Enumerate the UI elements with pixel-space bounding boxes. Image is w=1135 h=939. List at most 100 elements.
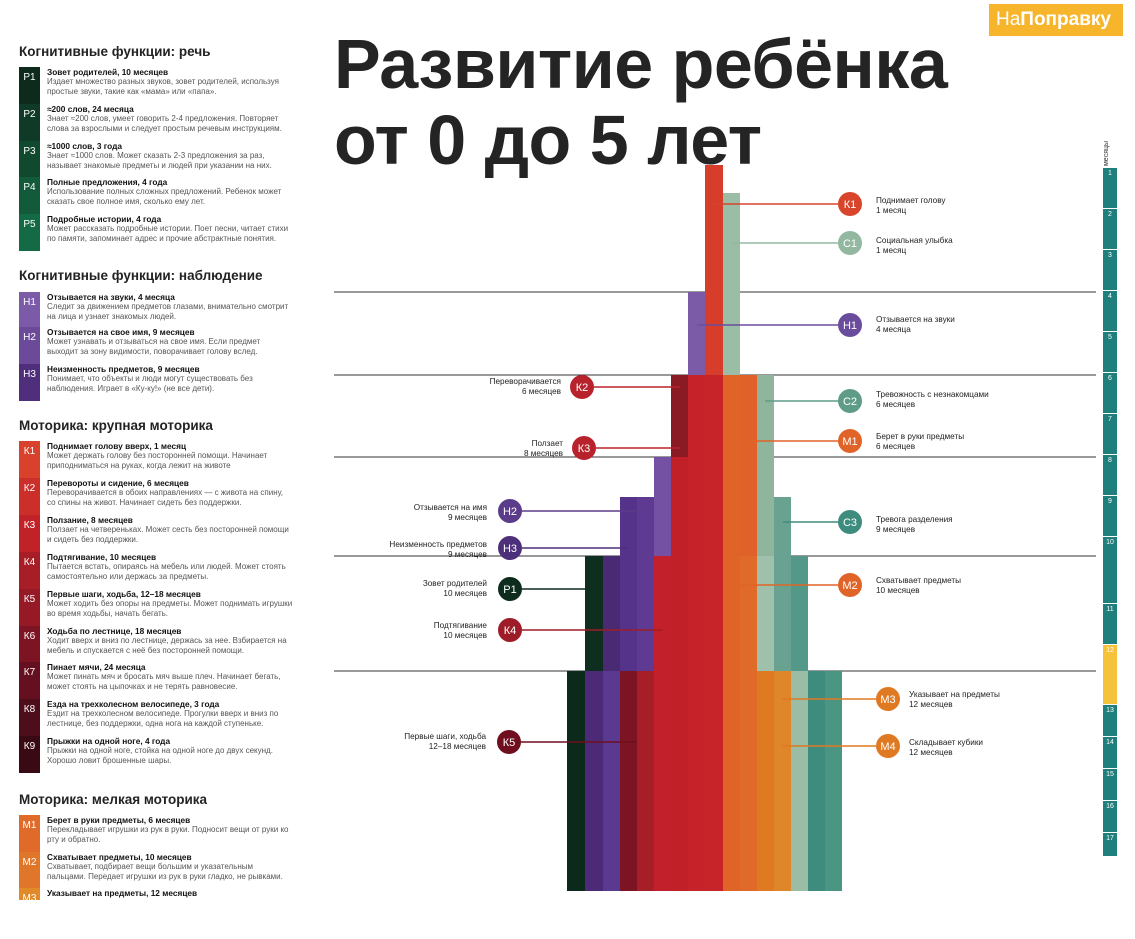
legend-item-code: К1: [23, 446, 36, 457]
legend-color-bar: [19, 589, 40, 626]
legend-item-description: Может пинать мяч и бросать мяч выше плеч…: [47, 672, 281, 691]
legend-item-title: Полные предложения, 4 года: [47, 177, 168, 187]
milestone-marker: [876, 734, 900, 758]
legend-item: Н1 Отзывается на звуки, 4 месяца Следит за…: [0, 292, 300, 328]
milestone-marker: [498, 618, 522, 642]
column-band: [585, 671, 603, 891]
scale-label: месяцы: [1103, 140, 1110, 166]
milestone-label: Складывает кубики 12 месяцев: [909, 738, 983, 758]
legend-item: К3 Ползание, 8 месяцев Ползает на четверен…: [0, 515, 300, 551]
legend-item-title: ≈1000 слов, 3 года: [47, 141, 122, 151]
milestone-code: М1: [842, 436, 857, 448]
milestone-marker: [497, 730, 521, 754]
legend-item-code: К5: [23, 594, 36, 605]
legend-item: К6 Ходьба по лестнице, 18 месяцев Ходит вв…: [0, 626, 300, 662]
legend-color-bar: [19, 441, 40, 478]
milestone-label: Зовет родителей 10 месяцев: [423, 579, 487, 599]
milestone-label: Подтягивание 10 месяцев: [434, 621, 487, 641]
milestone-marker: [838, 429, 862, 453]
milestone-marker: [838, 573, 862, 597]
milestone-label-age: 12 месяцев: [909, 700, 953, 709]
milestone-label-title: Берет в руки предметы: [876, 432, 965, 441]
legend-item-code: Н2: [23, 332, 36, 343]
brand-logo[interactable]: НаПоправку: [989, 4, 1123, 36]
legend-item-code: Н3: [23, 369, 36, 380]
legend-item-code: Р2: [23, 109, 36, 120]
legend-color-bar: [19, 292, 40, 327]
column-band: [825, 671, 842, 891]
legend-color-bar: [19, 815, 40, 852]
milestone-marker: [498, 577, 522, 601]
legend-item-description: Знает ≈1000 слов. Может сказать 2-3 пред…: [47, 151, 272, 170]
legend-item-description: Может ходить без опоры на предметы. Може…: [47, 599, 293, 618]
month-tick: 6: [1103, 373, 1117, 414]
milestone-label-title: Схватывает предметы: [876, 576, 962, 585]
legend-color-bar: [19, 662, 40, 699]
legend-item: Р5 Подробные истории, 4 года Может рассказ…: [0, 214, 300, 250]
legend-item-title: Подробные истории, 4 года: [47, 214, 162, 224]
legend-color-bar: [19, 852, 40, 888]
milestone-code: М3: [880, 694, 895, 706]
column-band: [620, 671, 637, 891]
legend-item-description: Может узнавать и отзываться на свое имя.…: [47, 337, 261, 356]
column-band: [654, 556, 671, 891]
column-band: [791, 671, 808, 891]
month-tick: 12: [1103, 645, 1117, 705]
legend-item-title: Ходьба по лестнице, 18 месяцев: [47, 626, 182, 636]
legend-item-description: Может рассказать подробные истории. Поет…: [47, 224, 289, 243]
legend-item-description: Схватывает, подбирает вещи большим и ука…: [47, 862, 283, 881]
legend-color-bar: [19, 364, 40, 401]
legend-item-code: Р1: [23, 72, 36, 83]
milestone-label-age: 6 месяцев: [876, 442, 916, 451]
milestone-label: Социальная улыбка 1 месяц: [876, 236, 953, 256]
brand-part1: На: [996, 9, 1021, 30]
legend-item: М2 Схватывает предметы, 10 месяцев Схватыв…: [0, 852, 300, 888]
legend-item-title: Отзывается на свое имя, 9 месяцев: [47, 327, 195, 337]
legend-item-title: Прыжки на одной ноге, 4 года: [47, 736, 171, 746]
milestone-code: М2: [842, 580, 857, 592]
legend-item-code: К3: [23, 520, 36, 531]
milestone-label-age: 10 месяцев: [443, 631, 487, 640]
milestone-label: Переворачивается 6 месяцев: [490, 377, 561, 397]
legend-item-code: Н1: [23, 297, 36, 308]
legend-item-description: Ходит вверх и вниз по лестнице, держась …: [47, 636, 287, 655]
month-tick: 13: [1103, 705, 1117, 737]
legend-item-title: Неизменность предметов, 9 месяцев: [47, 364, 200, 374]
milestone-marker: [572, 436, 596, 460]
milestone-label: Неизменность предметов 9 месяцев: [389, 540, 487, 560]
legend-item-description: Знает ≈200 слов, умеет говорить 2-4 пред…: [47, 114, 282, 133]
milestone-label: Указывает на предметы 12 месяцев: [909, 690, 1000, 710]
month-tick: 9: [1103, 496, 1117, 537]
milestone-label-age: 9 месяцев: [447, 513, 487, 522]
month-tick: 16: [1103, 801, 1117, 833]
month-tick: 10: [1103, 537, 1117, 604]
milestone-marker: [498, 536, 522, 560]
legend-item: Р1 Зовет родителей, 10 месяцев Издает множ…: [0, 67, 300, 103]
legend-item-code: К7: [23, 667, 36, 678]
legend-item-code: Р4: [23, 182, 36, 193]
milestone-label: Схватывает предметы 10 месяцев: [876, 576, 961, 596]
milestone-code: С3: [843, 517, 857, 529]
legend-color-bar: [19, 552, 40, 589]
page-title: Развитие ребёнка от 0 до 5 лет: [334, 26, 948, 178]
section-title: Моторика: крупная моторика: [19, 418, 213, 433]
milestone-label-age: 1 месяц: [876, 206, 907, 215]
milestone-label-age: 1 месяц: [876, 246, 907, 255]
legend-item-title: Поднимает голову вверх, 1 месяц: [47, 441, 187, 451]
month-tick: 4: [1103, 291, 1117, 332]
legend-item-description: Переворачивается в обоих направлениях — …: [47, 488, 284, 507]
legend-item: Н2 Отзывается на свое имя, 9 месяцев Может…: [0, 327, 300, 363]
column-band: [723, 375, 740, 891]
column-bar: [567, 671, 585, 891]
milestone-label-age: 10 месяцев: [876, 586, 920, 595]
legend-item-title: Пинает мячи, 24 месяца: [47, 662, 146, 672]
legend-item: Р2 ≈200 слов, 24 месяца Знает ≈200 слов, у…: [0, 104, 300, 140]
section-title: Когнитивные функции: речь: [19, 44, 211, 59]
milestone-label-title: Складывает кубики: [909, 738, 983, 747]
milestone-code: Н1: [843, 320, 857, 332]
legend-item-title: Подтягивание, 10 месяцев: [47, 552, 157, 562]
milestone-code: Н2: [503, 506, 517, 518]
milestone-label-age: 9 месяцев: [447, 550, 487, 559]
legend-color-bar: [19, 327, 40, 364]
